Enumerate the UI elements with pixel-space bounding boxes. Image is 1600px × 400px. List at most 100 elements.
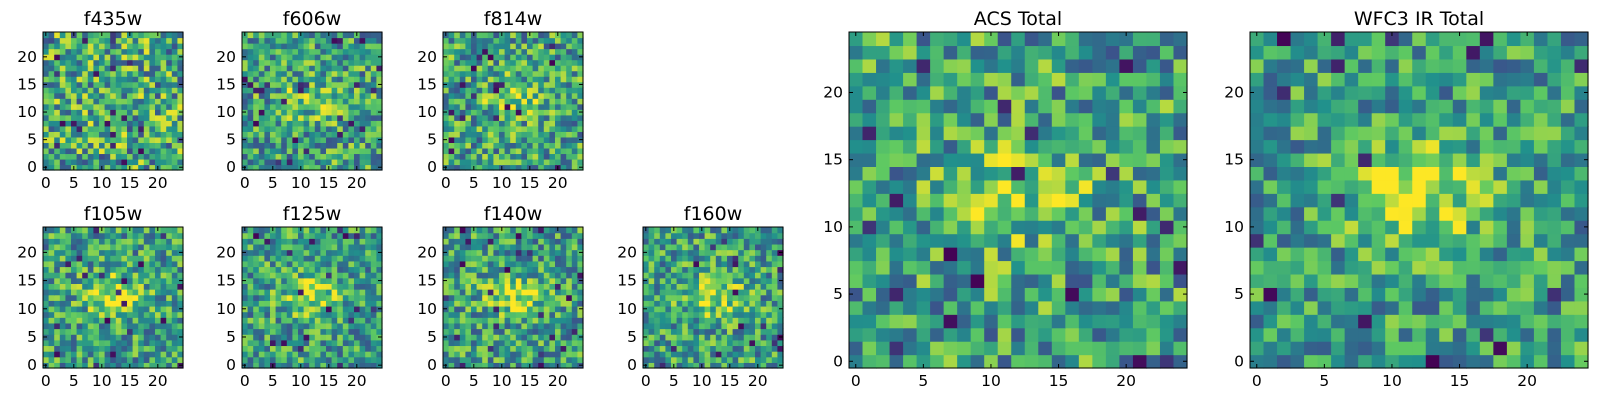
heatmap-cell [115, 311, 122, 318]
heatmap-cell [138, 294, 145, 301]
heatmap-cell [149, 37, 156, 44]
heatmap-cell [138, 136, 145, 143]
heatmap-cell [99, 351, 106, 358]
heatmap-cell [242, 255, 249, 262]
heatmap-cell [687, 362, 694, 369]
heatmap-cell [104, 147, 111, 155]
heatmap-cell [1132, 206, 1148, 221]
heatmap-cell [337, 334, 344, 341]
heatmap-cell [155, 125, 162, 132]
heatmap-cell [471, 43, 478, 50]
heatmap-cell [281, 311, 288, 318]
heatmap-cell [48, 142, 55, 149]
heatmap-cell [543, 260, 550, 268]
heatmap-cell [732, 232, 739, 239]
heatmap-cell [543, 76, 550, 83]
heatmap-cell [510, 266, 517, 273]
heatmap-cell [286, 272, 293, 279]
heatmap-cell [166, 334, 173, 341]
heatmap-cell [354, 120, 361, 127]
heatmap-cell [127, 92, 134, 99]
heatmap-cell [454, 277, 461, 284]
heatmap-cell [110, 37, 117, 44]
heatmap-cell [493, 362, 500, 369]
heatmap-cell [476, 362, 483, 369]
heatmap-cell [648, 266, 655, 273]
heatmap-cell [732, 328, 739, 335]
heatmap-cell [476, 153, 483, 160]
heatmap-cell [242, 351, 249, 358]
heatmap-cell [771, 289, 778, 296]
heatmap-cell [532, 70, 539, 77]
heatmap-cell [286, 283, 293, 290]
heatmap-cell [87, 238, 94, 245]
heatmap-cell [281, 65, 288, 72]
heatmap-cell [87, 153, 94, 160]
heatmap-cell [549, 37, 556, 44]
heatmap-cell [370, 243, 377, 251]
heatmap-cell [704, 317, 711, 324]
heatmap-cell [704, 328, 711, 335]
heatmap-cell [48, 92, 55, 99]
heatmap-cell [320, 120, 327, 127]
heatmap-cell [303, 345, 310, 352]
heatmap-cell [465, 260, 472, 268]
heatmap-cell [331, 283, 338, 290]
heatmap-cell [76, 260, 83, 268]
heatmap-cell [984, 193, 999, 208]
heatmap-cell [65, 227, 72, 234]
heatmap-cell [493, 317, 500, 324]
heatmap-cell [275, 294, 282, 301]
heatmap-cell [253, 81, 260, 88]
heatmap-cell [59, 70, 66, 77]
heatmap-cell [326, 351, 333, 358]
heatmap-cell [253, 277, 260, 284]
heatmap-cell [693, 322, 700, 330]
heatmap-cell [1146, 206, 1161, 221]
heatmap-cell [1173, 247, 1188, 262]
heatmap-cell [521, 65, 528, 72]
heatmap-cell [354, 98, 361, 105]
heatmap-cell [704, 311, 711, 318]
heatmap-cell [849, 300, 864, 315]
heatmap-cell [743, 243, 750, 251]
heatmap-cell [555, 147, 562, 155]
heatmap-cell [521, 249, 528, 256]
heatmap-cell [755, 351, 762, 358]
heatmap-cell [359, 328, 366, 335]
heatmap-cell [970, 206, 985, 221]
heatmap-cell [264, 243, 271, 251]
heatmap-cell [715, 362, 722, 369]
heatmap-cell [342, 147, 349, 155]
heatmap-cell [314, 260, 321, 268]
y-tick-label: 0 [226, 356, 236, 374]
heatmap-cell [755, 255, 762, 262]
heatmap-cells [242, 227, 383, 369]
heatmap-cell [337, 147, 344, 155]
heatmap-cell [326, 322, 333, 330]
heatmap-cell [454, 92, 461, 99]
heatmap-cell [48, 317, 55, 324]
heatmap-cell [326, 300, 333, 307]
heatmap-cell [43, 125, 50, 132]
heatmap-cell [65, 272, 72, 279]
heatmap-cell [515, 339, 522, 347]
heatmap-cell [365, 249, 372, 256]
heatmap-cell [499, 272, 506, 279]
heatmap-cell [654, 243, 661, 251]
heatmap-cell [566, 109, 573, 116]
heatmap-cell [110, 81, 117, 88]
heatmap-cell [87, 356, 94, 363]
heatmap-cell [104, 277, 111, 284]
heatmap-cell [292, 227, 299, 234]
heatmap-cell [264, 114, 271, 121]
heatmap-cell [127, 103, 134, 110]
heatmap-cell [1105, 300, 1120, 315]
heatmap-cell [771, 249, 778, 256]
heatmap-cell [560, 266, 567, 273]
heatmap-cell [253, 136, 260, 143]
heatmap-cell [337, 98, 344, 105]
heatmap-cell [916, 179, 931, 194]
heatmap-cell [499, 238, 506, 245]
heatmap-cell [298, 356, 305, 363]
